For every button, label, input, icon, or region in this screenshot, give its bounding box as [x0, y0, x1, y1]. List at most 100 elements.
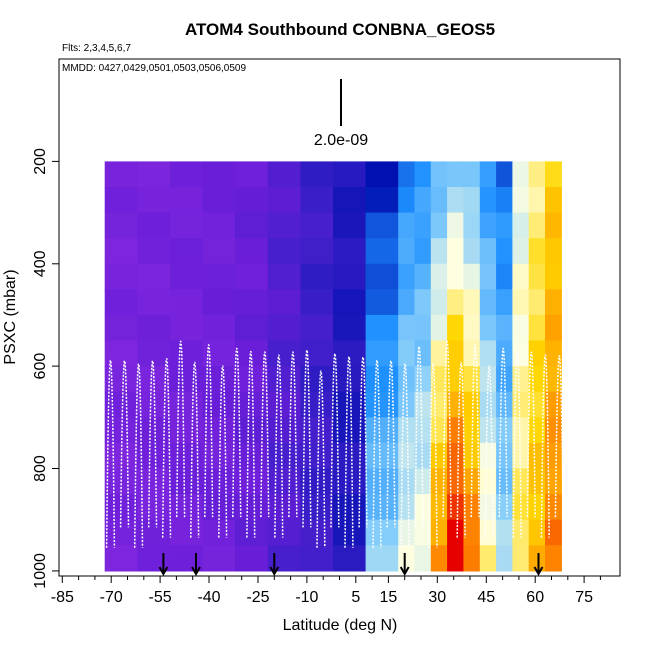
heatmap-cell — [267, 494, 301, 521]
heatmap-cell — [447, 161, 464, 188]
heatmap-cell — [365, 391, 399, 418]
heatmap-cell — [545, 161, 562, 188]
heatmap-cell — [528, 366, 546, 393]
heatmap-cell — [496, 519, 513, 546]
heatmap-cell — [512, 494, 530, 521]
x-tick-label: 45 — [477, 589, 495, 606]
latitude-marker-arrowhead — [399, 566, 410, 577]
heatmap-cell — [447, 289, 464, 316]
heatmap-cell — [333, 238, 367, 265]
heatmap-cell — [545, 340, 562, 367]
heatmap-cell — [496, 289, 513, 316]
y-axis: 200 400 600 800 1000 — [32, 148, 59, 589]
heatmap-cell — [137, 468, 171, 495]
flight-profile — [232, 347, 242, 518]
heatmap-cell — [235, 545, 269, 572]
heatmap-cell — [496, 494, 513, 521]
heatmap-cell — [202, 289, 236, 316]
x-tick-label: 60 — [526, 589, 544, 606]
heatmap-cell — [169, 187, 204, 214]
heatmap-cell — [447, 314, 464, 342]
heatmap-cell — [300, 212, 334, 239]
y-axis-label: PSXC (mbar) — [2, 269, 19, 364]
heatmap-cell — [300, 391, 334, 418]
heatmap-cell — [447, 238, 464, 265]
heatmap-cell — [104, 289, 138, 316]
heatmap-cell — [496, 187, 513, 214]
x-tick-label: -55 — [149, 589, 172, 606]
flight-profile — [498, 347, 508, 518]
heatmap-cell — [496, 391, 513, 418]
heatmap-cell — [528, 417, 546, 444]
heatmap-cell — [430, 366, 448, 393]
heatmap-cell — [430, 545, 448, 572]
heatmap-cell — [479, 289, 497, 316]
flight-profile — [526, 351, 536, 518]
heatmap-cell — [365, 314, 399, 342]
flight-profile — [246, 351, 256, 538]
heatmap-cell — [300, 340, 334, 367]
heatmap-cell — [512, 238, 530, 265]
heatmap-cell — [430, 442, 448, 470]
heatmap-cell — [528, 187, 546, 214]
heatmap-cell — [137, 263, 171, 290]
heatmap-cell — [545, 519, 562, 546]
x-axis-label: Latitude (deg N) — [283, 617, 398, 634]
heatmap-cell — [235, 238, 269, 265]
heatmap-cell — [463, 417, 481, 444]
heatmap-cell — [104, 212, 138, 239]
heatmap-cell — [104, 314, 138, 342]
heatmap-cell — [512, 263, 530, 290]
heatmap-cell — [479, 545, 497, 572]
x-axis: -85 -70 -55 -40 -25 -10 5 15 30 45 60 75 — [51, 576, 601, 606]
heatmap-cell — [202, 238, 236, 265]
heatmap-cell — [479, 212, 497, 239]
x-tick-label: 15 — [380, 589, 398, 606]
heatmap-cell — [169, 161, 204, 188]
mmdd-label: MMDD: 0427,0429,0501,0503,0506,0509 — [62, 63, 246, 74]
heatmap-cell — [202, 212, 236, 239]
heatmap-cell — [267, 314, 301, 342]
heatmap-cell — [414, 494, 432, 521]
heatmap-cell — [169, 212, 204, 239]
y-tick-label: 200 — [32, 148, 49, 175]
heatmap-cell — [512, 161, 530, 188]
heatmap-cell — [398, 442, 416, 470]
x-tick-label: -10 — [295, 589, 318, 606]
heatmap-cell — [137, 161, 171, 188]
heatmap-cell — [545, 366, 562, 393]
heatmap-cell — [104, 187, 138, 214]
heatmap-cell — [528, 545, 546, 572]
heatmap-cell — [365, 263, 399, 290]
heatmap-cell — [447, 212, 464, 239]
heatmap-cell — [479, 519, 497, 546]
heatmap-cell — [496, 263, 513, 290]
heatmap-cell — [202, 545, 236, 572]
heatmap-cell — [137, 340, 171, 367]
heatmap-cell — [479, 494, 497, 521]
heatmap-cell — [512, 545, 530, 572]
heatmap-cell — [104, 340, 138, 367]
heatmap-cell — [463, 212, 481, 239]
flight-profile — [77, 356, 88, 548]
heatmap-cell — [414, 391, 432, 418]
heatmap-cell — [202, 187, 236, 214]
heatmap-cell — [479, 263, 497, 290]
flight-profile — [344, 356, 354, 548]
heatmap-cell — [365, 187, 399, 214]
latitude-markers — [158, 553, 544, 577]
heatmap-cell — [169, 545, 204, 572]
heatmap-cell — [528, 263, 546, 290]
heatmap-cell — [528, 314, 546, 342]
heatmap-cell — [300, 263, 334, 290]
heatmap-cell — [430, 340, 448, 367]
heatmap-cell — [267, 366, 301, 393]
heatmap-cell — [512, 417, 530, 444]
heatmap-cell — [202, 161, 236, 188]
heatmap-cell — [365, 289, 399, 316]
heatmap-cell — [267, 289, 301, 316]
heatmap-cell — [398, 494, 416, 521]
heatmap-cell — [545, 468, 562, 495]
heatmap-cell — [169, 238, 204, 265]
